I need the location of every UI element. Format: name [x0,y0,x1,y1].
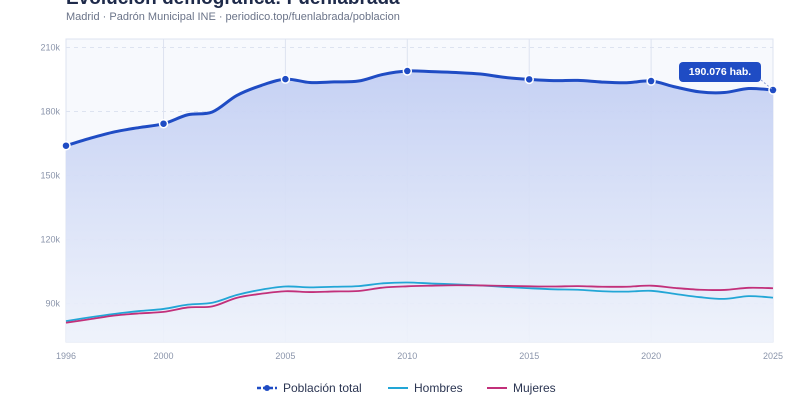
y-tick-label: 150k [40,171,60,181]
legend-label-total: Población total [283,381,362,395]
total-data-point[interactable] [524,74,534,85]
last-value-callout: 190.076 hab. [679,62,761,82]
total-data-point[interactable] [158,118,169,129]
x-tick-label: 2000 [154,351,174,361]
series-line-hombres [65,281,774,322]
callout-leader-line [760,79,774,91]
x-tick-label: 2025 [763,351,783,361]
y-tick-label: 210k [40,43,60,53]
legend-item-hombres[interactable]: Hombres [388,381,463,395]
legend-total-swatch [257,385,277,391]
chart-subtitle: Madrid · Padrón Municipal INE · periodic… [66,11,400,23]
total-data-point[interactable] [61,140,71,151]
y-tick-label: 180k [40,107,60,117]
y-tick-label: 90k [45,299,60,309]
legend-mujeres-swatch [487,387,507,389]
total-data-point[interactable] [280,74,291,84]
x-tick-label: 2005 [275,351,295,361]
total-data-point[interactable] [646,76,656,86]
series-line-mujeres [65,284,774,324]
legend-hombres-swatch [388,387,408,389]
chart-title: Evolución demográfica: Fuenlabrada [66,0,400,10]
legend-label-mujeres: Mujeres [513,381,556,395]
legend-label-hombres: Hombres [414,381,463,395]
x-tick-label: 2020 [641,351,661,361]
total-data-point[interactable] [402,66,413,76]
total-area-fill [66,70,773,342]
x-tick-label: 1996 [56,351,76,361]
legend-item-total[interactable]: Población total [257,381,362,395]
y-tick-label: 120k [40,235,60,245]
x-tick-label: 2015 [519,351,539,361]
legend-item-mujeres[interactable]: Mujeres [487,381,556,395]
x-tick-label: 2010 [397,351,417,361]
